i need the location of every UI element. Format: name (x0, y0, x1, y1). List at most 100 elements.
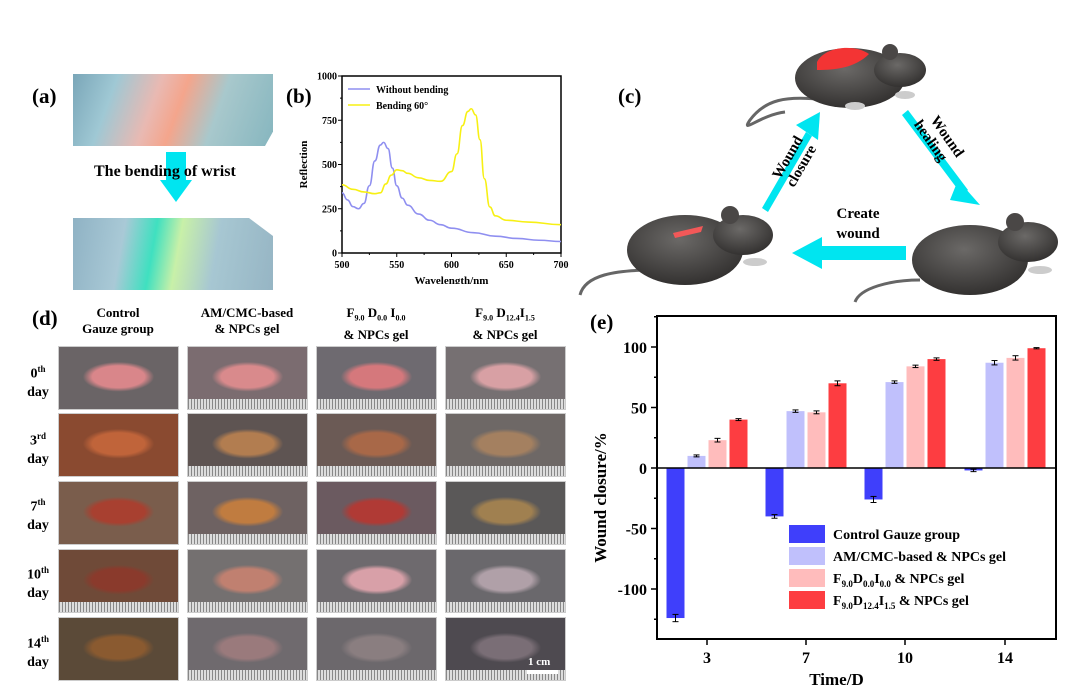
wound-photo (316, 481, 437, 545)
bar-series0-day3 (666, 468, 685, 619)
ruler-strip (446, 399, 565, 409)
wound-photo (316, 413, 437, 477)
y-tick-label: 750 (322, 116, 337, 127)
bar-series1-day3 (687, 455, 706, 468)
wound-photo (445, 617, 566, 681)
scale-bar (527, 670, 558, 674)
bar-series1-day7 (786, 411, 805, 468)
legend-label: F9.0D12.4I1.5 & NPCs gel (833, 594, 969, 611)
row-label-day-14: 14th day (26, 634, 49, 670)
wound-photo (58, 346, 179, 410)
panel-e-label: (e) (590, 310, 614, 334)
bar-series0-day10 (864, 468, 883, 500)
wound-photo (187, 617, 308, 681)
row-label-day-10: 10th day (26, 565, 49, 601)
x-tick-label: 600 (444, 260, 459, 271)
bar-series2-day7 (807, 412, 826, 468)
y-tick-label: -50 (626, 522, 647, 539)
row-label-day-0: 0th day (27, 364, 49, 400)
scale-bar-label: 1 cm (528, 656, 551, 668)
y-tick-label: -100 (618, 582, 647, 599)
panel-b-label: (b) (286, 84, 312, 108)
ruler-strip (317, 534, 436, 544)
x-tick-label: 7 (802, 650, 810, 667)
legend-label: Without bending (376, 85, 448, 96)
film-photo-unbent (73, 74, 273, 146)
healing-label: Woundhealing (910, 108, 967, 170)
ruler-strip (446, 466, 565, 476)
bar-series3-day7 (828, 383, 847, 468)
bar-series1-day14 (985, 362, 1004, 468)
wound-closure-chart: -100 -50 0 50 100 3 7 10 14 Time/D Wound closure/%… (591, 315, 1057, 689)
wound-photo (187, 549, 308, 613)
x-tick-label: 550 (389, 260, 404, 271)
ruler-strip (317, 602, 436, 612)
x-tick-label: 500 (335, 260, 350, 271)
bar-series2-day3 (708, 440, 727, 468)
y-tick-label: 50 (631, 401, 647, 418)
ruler-strip (188, 466, 307, 476)
wound-photo (58, 413, 179, 477)
series-line-without-bending (341, 141, 562, 243)
bar-series3-day14 (1027, 348, 1046, 468)
wound-photo (187, 481, 308, 545)
y-axis-label: Wound closure/% (591, 432, 610, 563)
bend-caption: The bending of wrist (94, 163, 236, 180)
column-header-f9-d0-i0: F9.0 D0.0 I0.0 & NPCs gel (343, 305, 409, 342)
column-header-am-cmc: AM/CMC-based & NPCs gel (200, 305, 294, 336)
wound-photo (445, 549, 566, 613)
bar-series3-day10 (927, 359, 946, 468)
wound-photo (58, 617, 179, 681)
bar-series3-day3 (729, 419, 748, 468)
arrow-healing-icon (902, 110, 980, 205)
wound-photo (187, 346, 308, 410)
wound-photo (316, 346, 437, 410)
ruler-strip (317, 399, 436, 409)
reflection-chart: 0 250 500 750 1000 500 550 600 650 700 Wavelength/… (298, 72, 569, 285)
y-tick-label: 0 (639, 461, 647, 478)
bar-series0-day7 (765, 468, 784, 517)
panel-c-label: (c) (618, 84, 642, 108)
panel-a-label: (a) (32, 84, 57, 108)
y-tick-label: 500 (322, 160, 337, 171)
wound-photo (445, 413, 566, 477)
bar-series2-day10 (906, 366, 925, 468)
bar-series1-day10 (885, 382, 904, 468)
bar-series2-day14 (1006, 357, 1025, 468)
y-tick-label: 100 (623, 340, 647, 357)
closure-label: Woundclosure (770, 133, 821, 190)
ruler-strip (446, 602, 565, 612)
x-tick-label: 700 (554, 260, 569, 271)
panel-d-label: (d) (32, 306, 58, 330)
x-tick-label: 3 (703, 650, 711, 667)
ruler-strip (188, 602, 307, 612)
legend-swatch (789, 525, 825, 543)
legend-label: AM/CMC-based & NPCs gel (833, 550, 1006, 565)
y-tick-label: 1000 (317, 72, 337, 83)
legend-label: Control Gauze group (833, 528, 960, 543)
bend-arrow-head-icon (160, 180, 192, 202)
legend-swatch (789, 547, 825, 565)
create-label: Create wound (836, 206, 880, 242)
ruler-strip (188, 670, 307, 680)
ruler-strip (188, 534, 307, 544)
x-axis-label: Wavelength/nm (415, 275, 489, 284)
legend-swatch (789, 569, 825, 587)
row-label-day-3: 3rd day (27, 431, 49, 467)
column-header-f9-d12-i1: F9.0 D12.4I1.5 & NPCs gel (472, 305, 538, 342)
x-tick-label: 14 (997, 650, 1013, 667)
ruler-strip (59, 602, 178, 612)
legend-swatch (789, 591, 825, 609)
wound-photo (58, 481, 179, 545)
x-axis-label: Time/D (809, 670, 863, 689)
legend-label: F9.0D0.0I0.0 & NPCs gel (833, 572, 964, 589)
wound-photo (187, 413, 308, 477)
legend-label: Bending 60° (376, 101, 428, 112)
y-axis-label: Reflection (298, 141, 310, 189)
series-line-bending-60 (341, 107, 562, 226)
ruler-strip (317, 466, 436, 476)
plot-frame (341, 75, 562, 254)
ruler-strip (188, 399, 307, 409)
ruler-strip (317, 670, 436, 680)
wound-photo (316, 549, 437, 613)
